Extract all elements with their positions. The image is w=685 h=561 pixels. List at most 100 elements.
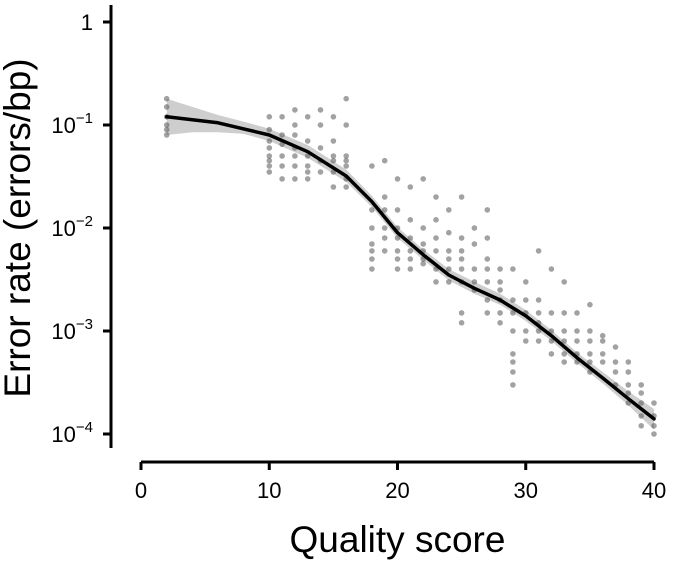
- data-point: [292, 122, 298, 128]
- data-point: [484, 207, 491, 213]
- data-point: [458, 235, 465, 241]
- data-point: [599, 332, 606, 339]
- data-point: [407, 248, 414, 254]
- data-point: [407, 184, 414, 190]
- y-tick-label: 10−3: [51, 316, 93, 344]
- data-point: [638, 400, 644, 406]
- data-point: [561, 351, 567, 357]
- data-point: [317, 145, 324, 151]
- data-point: [587, 359, 593, 365]
- data-point: [510, 359, 516, 365]
- fit-line-layer: [164, 115, 656, 421]
- data-point: [304, 114, 311, 120]
- data-point: [561, 279, 567, 285]
- data-point: [599, 338, 606, 344]
- data-point: [574, 328, 580, 334]
- x-tick-label: 0: [135, 478, 147, 503]
- data-point: [394, 256, 401, 262]
- x-tick-label: 20: [385, 478, 409, 503]
- data-point: [266, 163, 273, 169]
- data-point: [266, 169, 273, 175]
- data-point: [317, 107, 324, 113]
- data-point: [369, 248, 375, 254]
- data-point: [394, 248, 401, 254]
- data-point: [381, 207, 388, 213]
- data-point: [458, 194, 465, 200]
- data-point: [343, 157, 350, 164]
- data-point: [394, 266, 401, 272]
- data-point: [510, 382, 516, 388]
- data-point: [381, 248, 388, 254]
- data-point: [548, 266, 555, 272]
- data-point: [292, 176, 298, 182]
- data-point: [471, 279, 478, 285]
- data-point: [548, 351, 555, 357]
- data-point: [638, 413, 644, 419]
- data-point: [292, 107, 298, 113]
- data-point: [535, 310, 542, 316]
- data-point: [612, 359, 619, 365]
- data-point: [484, 297, 491, 303]
- data-point: [484, 256, 491, 262]
- data-point: [330, 157, 337, 164]
- data-point: [304, 169, 311, 175]
- data-point: [292, 163, 298, 169]
- data-point: [446, 248, 452, 254]
- data-point: [369, 256, 375, 262]
- data-point: [381, 235, 388, 241]
- y-axis-title: Error rate (errors/bp): [0, 58, 38, 397]
- data-point: [330, 138, 337, 144]
- y-axis-ticks: 1 10−1 10−2 10−3 10−4: [51, 10, 111, 447]
- data-point: [433, 194, 439, 200]
- data-point: [420, 176, 427, 182]
- data-point: [458, 248, 465, 254]
- data-point: [369, 266, 375, 272]
- data-point: [330, 114, 337, 120]
- data-point: [446, 256, 452, 262]
- data-point: [420, 260, 427, 267]
- data-point: [625, 382, 632, 388]
- data-point: [394, 207, 401, 213]
- data-point: [381, 225, 388, 231]
- data-point: [548, 338, 555, 344]
- data-point: [471, 241, 478, 247]
- data-point: [163, 126, 170, 133]
- y-tick-label: 1: [81, 10, 93, 35]
- data-point: [343, 122, 350, 128]
- data-point: [548, 328, 555, 334]
- data-point: [266, 138, 273, 144]
- data-point: [651, 423, 657, 429]
- data-point: [510, 351, 516, 357]
- data-point: [561, 310, 567, 316]
- data-point: [330, 153, 337, 159]
- data-point: [343, 184, 350, 190]
- data-point: [458, 320, 465, 326]
- data-point: [279, 153, 285, 159]
- data-point: [587, 328, 593, 334]
- confidence-band-layer: [166, 98, 654, 430]
- data-point: [625, 390, 632, 396]
- x-tick-label: 10: [257, 478, 281, 503]
- data-point: [651, 431, 657, 437]
- y-tick-label: 10−4: [51, 419, 93, 447]
- data-point: [458, 310, 465, 316]
- data-point: [561, 359, 567, 365]
- data-point: [458, 256, 465, 262]
- x-axis-ticks: 0 10 20 30 40: [135, 462, 666, 503]
- data-point: [561, 338, 567, 344]
- data-point: [574, 338, 580, 344]
- data-point: [381, 157, 388, 164]
- data-point: [266, 157, 273, 164]
- data-point: [279, 114, 285, 120]
- data-point: [266, 153, 273, 159]
- data-point: [407, 256, 414, 262]
- data-point: [523, 279, 529, 285]
- data-point: [433, 235, 439, 241]
- data-point: [304, 138, 311, 144]
- data-point: [369, 241, 375, 247]
- data-point: [433, 217, 439, 223]
- data-point: [343, 153, 350, 159]
- data-point: [343, 163, 350, 169]
- data-point: [433, 279, 439, 285]
